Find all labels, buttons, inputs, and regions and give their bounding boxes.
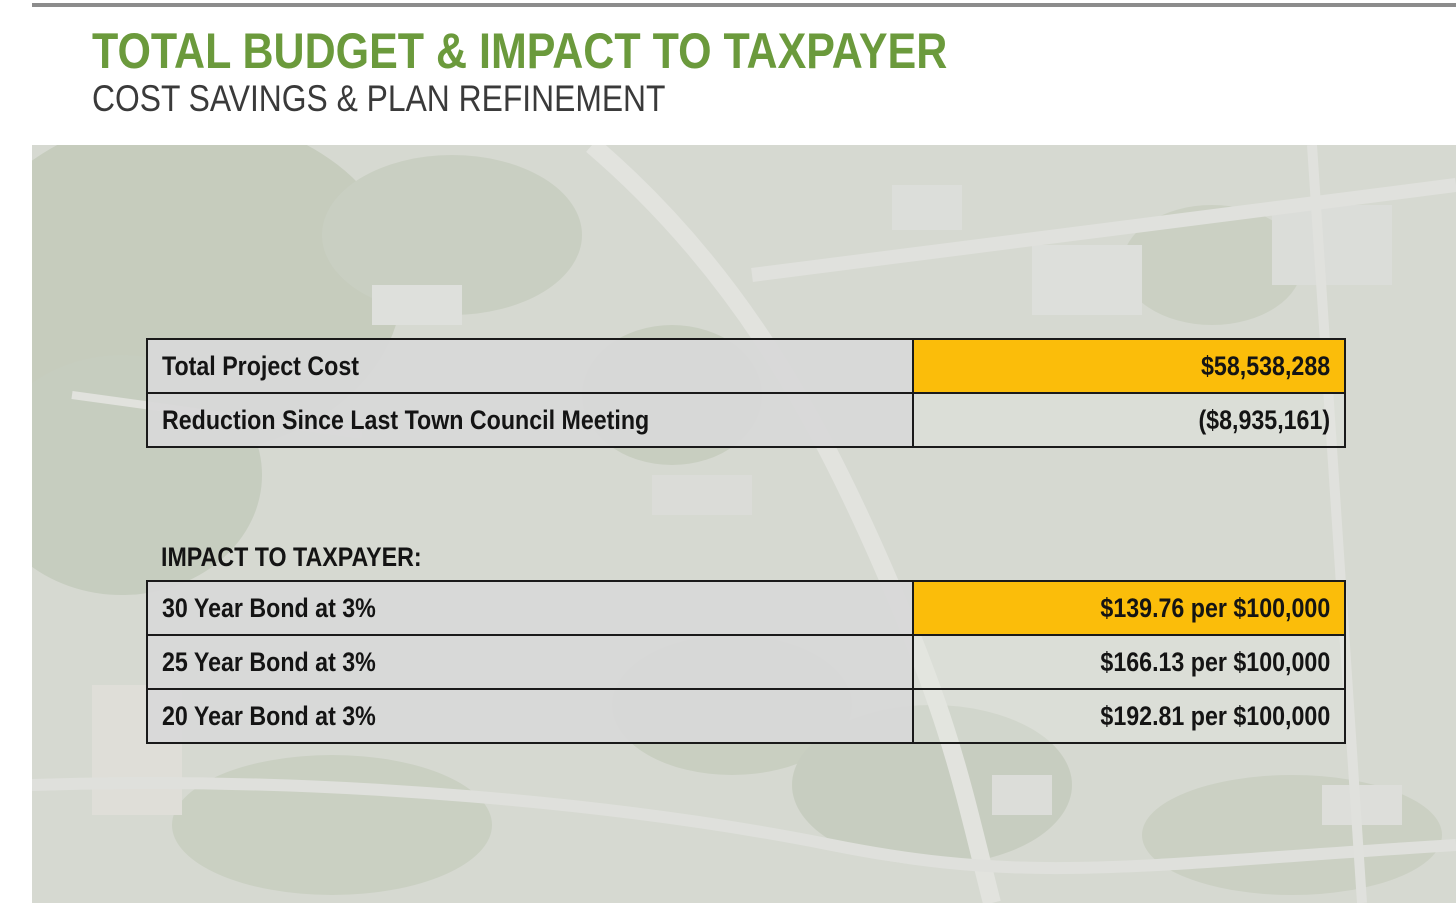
table-row: 20 Year Bond at 3% $192.81 per $100,000 xyxy=(148,690,1344,742)
row-value-highlighted: $58,538,288 xyxy=(914,340,1344,392)
table-row: 30 Year Bond at 3% $139.76 per $100,000 xyxy=(148,582,1344,636)
row-label: 20 Year Bond at 3% xyxy=(148,690,914,742)
top-divider xyxy=(32,3,1456,7)
table-row: Reduction Since Last Town Council Meetin… xyxy=(148,394,1344,446)
map-overlay-wash xyxy=(32,145,1456,903)
impact-heading: IMPACT TO TAXPAYER: xyxy=(161,542,422,572)
table-row: Total Project Cost $58,538,288 xyxy=(148,340,1344,394)
row-label: Total Project Cost xyxy=(148,340,914,392)
row-label: 25 Year Bond at 3% xyxy=(148,636,914,688)
row-label: 30 Year Bond at 3% xyxy=(148,582,914,634)
row-value-highlighted: $139.76 per $100,000 xyxy=(914,582,1344,634)
impact-table: 30 Year Bond at 3% $139.76 per $100,000 … xyxy=(146,580,1346,744)
slide-subtitle: COST SAVINGS & PLAN REFINEMENT xyxy=(92,78,666,119)
row-value: $192.81 per $100,000 xyxy=(914,690,1344,742)
aerial-map-image xyxy=(32,145,1456,903)
table-row: 25 Year Bond at 3% $166.13 per $100,000 xyxy=(148,636,1344,690)
row-label: Reduction Since Last Town Council Meetin… xyxy=(148,394,914,446)
budget-table: Total Project Cost $58,538,288 Reduction… xyxy=(146,338,1346,448)
row-value: $166.13 per $100,000 xyxy=(914,636,1344,688)
slide-title: TOTAL BUDGET & IMPACT TO TAXPAYER xyxy=(92,23,948,79)
row-value: ($8,935,161) xyxy=(914,394,1344,446)
